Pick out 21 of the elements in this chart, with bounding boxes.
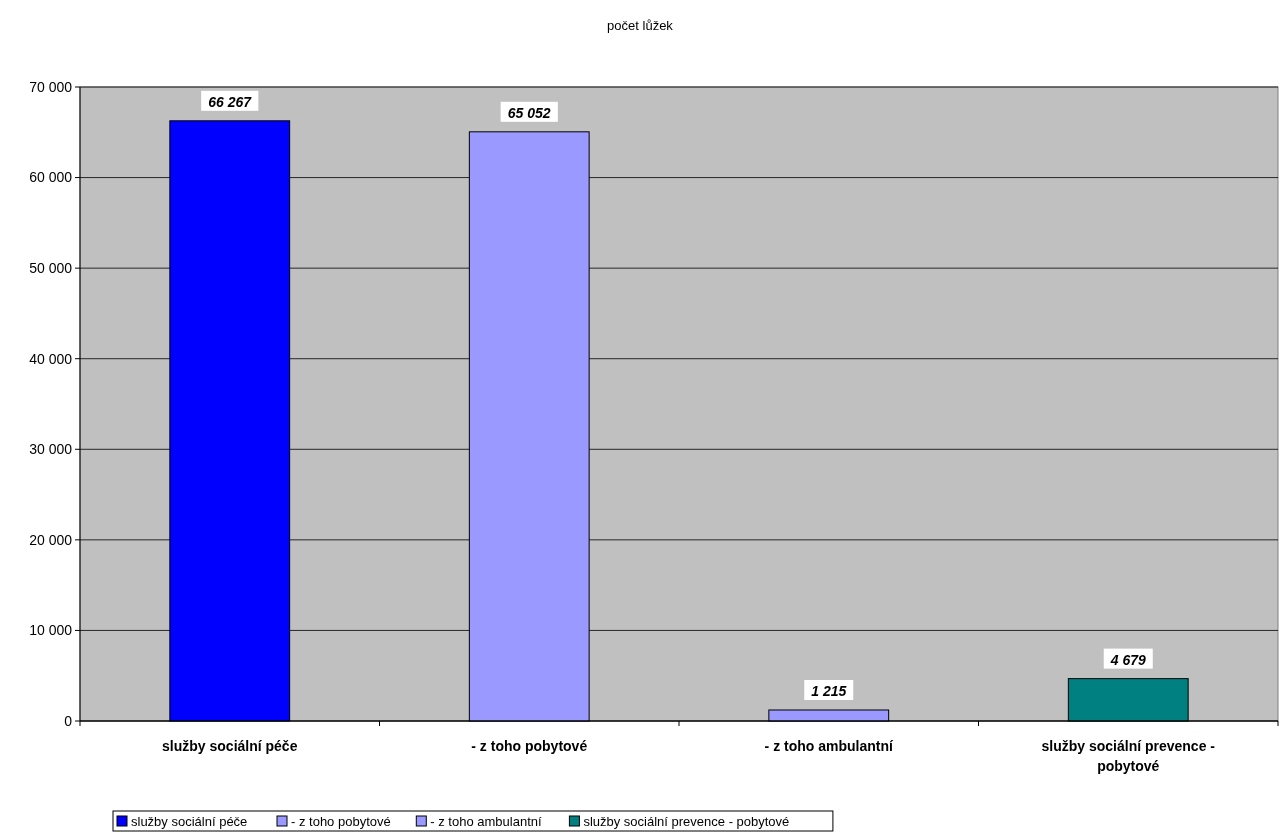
x-tick-label: - z toho pobytové bbox=[471, 738, 588, 754]
x-tick-label: služby sociální prevence - pobytové bbox=[1041, 738, 1216, 774]
y-tick-label: 10 000 bbox=[29, 622, 73, 639]
data-label: 1 215 bbox=[811, 683, 847, 699]
data-label: 65 052 bbox=[507, 104, 551, 121]
data-label: 4 679 bbox=[1109, 651, 1146, 668]
legend-label: - z toho pobytové bbox=[291, 814, 391, 829]
x-tick-label: služby sociální péče bbox=[162, 738, 298, 754]
x-tick-label: - z toho ambulantní bbox=[764, 738, 895, 754]
y-tick-label: 20 000 bbox=[29, 531, 73, 548]
chart-title: počet lůžek bbox=[607, 18, 674, 33]
y-tick-label: 50 000 bbox=[29, 260, 73, 277]
y-tick-label: 60 000 bbox=[29, 169, 73, 186]
data-label: 66 267 bbox=[208, 93, 253, 110]
legend-label: služby sociální prevence - pobytové bbox=[583, 814, 790, 829]
y-tick-label: 0 bbox=[64, 712, 73, 729]
y-tick-label: 70 000 bbox=[29, 78, 73, 95]
y-tick-label: 30 000 bbox=[29, 441, 73, 458]
legend-label: služby sociální péče bbox=[131, 814, 248, 829]
y-tick-label: 40 000 bbox=[29, 350, 73, 367]
legend-label: - z toho ambulantní bbox=[430, 814, 542, 829]
